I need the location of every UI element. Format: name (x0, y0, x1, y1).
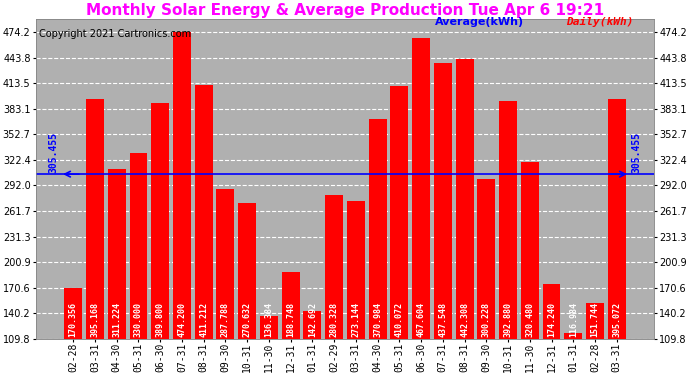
Bar (195, 85, 213, 339)
Text: 474.200: 474.200 (177, 302, 186, 337)
Bar (64, 288, 82, 339)
Bar (260, 316, 278, 339)
Text: 170.356: 170.356 (69, 302, 78, 337)
Text: Copyright 2021 Cartronics.com: Copyright 2021 Cartronics.com (39, 28, 191, 39)
Text: 280.328: 280.328 (330, 302, 339, 337)
Text: 370.984: 370.984 (373, 302, 382, 337)
Bar (108, 169, 126, 339)
Bar (499, 100, 517, 339)
Text: 389.800: 389.800 (156, 302, 165, 337)
Text: 142.692: 142.692 (308, 302, 317, 337)
Bar (521, 162, 539, 339)
Bar (434, 63, 452, 339)
Text: 136.384: 136.384 (264, 302, 273, 337)
Text: 116.984: 116.984 (569, 302, 578, 337)
Text: 311.224: 311.224 (112, 302, 121, 337)
Text: 188.748: 188.748 (286, 302, 295, 337)
Bar (347, 201, 365, 339)
Bar (391, 86, 408, 339)
Text: 395.168: 395.168 (90, 302, 99, 337)
Bar (86, 99, 104, 339)
Bar (238, 203, 256, 339)
Text: 287.788: 287.788 (221, 302, 230, 337)
Bar (542, 285, 560, 339)
Text: Daily(kWh): Daily(kWh) (566, 17, 633, 27)
Bar (586, 303, 604, 339)
Text: 411.212: 411.212 (199, 302, 208, 337)
Text: 410.072: 410.072 (395, 302, 404, 337)
Bar (130, 153, 148, 339)
Text: 437.548: 437.548 (438, 302, 447, 337)
Text: 330.000: 330.000 (134, 302, 143, 337)
Bar (608, 99, 626, 339)
Title: Monthly Solar Energy & Average Production Tue Apr 6 19:21: Monthly Solar Energy & Average Productio… (86, 3, 604, 18)
Bar (304, 311, 322, 339)
Bar (455, 59, 473, 339)
Text: 270.632: 270.632 (243, 302, 252, 337)
Text: 442.308: 442.308 (460, 302, 469, 337)
Text: 151.744: 151.744 (591, 302, 600, 337)
Text: 395.072: 395.072 (612, 302, 621, 337)
Bar (173, 32, 191, 339)
Text: 467.604: 467.604 (417, 302, 426, 337)
Text: 305.455: 305.455 (48, 132, 59, 173)
Text: 273.144: 273.144 (351, 302, 360, 337)
Bar (325, 195, 343, 339)
Bar (368, 119, 386, 339)
Text: Average(kWh): Average(kWh) (435, 17, 524, 27)
Text: 320.480: 320.480 (525, 302, 534, 337)
Text: 392.880: 392.880 (504, 302, 513, 337)
Text: 305.455: 305.455 (631, 132, 642, 173)
Bar (217, 189, 235, 339)
Bar (151, 103, 169, 339)
Bar (282, 272, 299, 339)
Text: 300.228: 300.228 (482, 302, 491, 337)
Bar (412, 38, 430, 339)
Bar (477, 178, 495, 339)
Bar (564, 333, 582, 339)
Text: 174.240: 174.240 (547, 302, 556, 337)
